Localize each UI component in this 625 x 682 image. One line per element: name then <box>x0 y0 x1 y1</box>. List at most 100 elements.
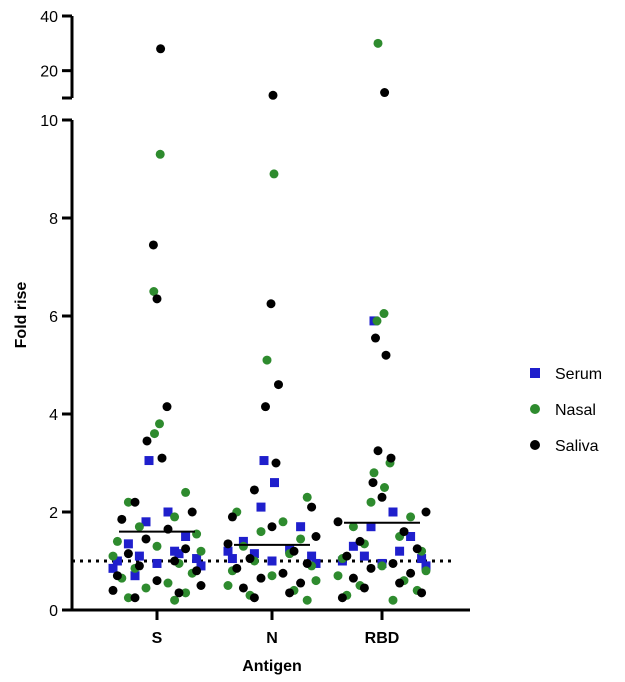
y-tick-label: 4 <box>49 407 58 424</box>
data-point-saliva <box>232 563 242 573</box>
data-point-saliva <box>333 517 343 527</box>
data-point-saliva <box>406 568 416 578</box>
x-tick-label: S <box>152 630 163 647</box>
data-point-nasal <box>333 571 343 581</box>
data-point-saliva <box>152 294 162 304</box>
data-point-serum <box>238 536 248 546</box>
legend-marker-serum <box>530 368 540 378</box>
data-point-saliva <box>249 593 259 603</box>
legend-marker-nasal <box>530 404 540 414</box>
data-point-saliva <box>366 563 376 573</box>
data-point-saliva <box>271 458 281 468</box>
data-point-saliva <box>112 571 122 581</box>
data-point-saliva <box>249 485 259 495</box>
data-point-nasal <box>372 316 382 326</box>
data-point-saliva <box>267 522 277 532</box>
data-point-serum <box>285 544 295 554</box>
data-point-nasal <box>267 571 277 581</box>
data-point-saliva <box>395 578 405 588</box>
data-point-serum <box>406 532 416 541</box>
data-point-nasal <box>170 512 180 522</box>
data-point-nasal <box>150 429 159 439</box>
data-point-saliva <box>148 240 158 250</box>
means-layer <box>119 521 420 546</box>
data-point-nasal <box>134 522 144 532</box>
data-point-nasal <box>373 38 383 48</box>
data-point-saliva <box>421 507 431 517</box>
data-point-saliva <box>368 478 378 488</box>
data-point-saliva <box>192 566 202 576</box>
data-point-saliva <box>130 593 140 603</box>
data-point-serum <box>256 502 266 512</box>
data-point-saliva <box>274 380 283 390</box>
data-point-saliva <box>227 512 237 522</box>
data-point-nasal <box>223 581 233 590</box>
data-point-nasal <box>256 527 266 537</box>
data-point-saliva <box>355 536 365 546</box>
points-layer <box>108 38 431 605</box>
data-point-saliva <box>278 568 288 578</box>
data-point-serum <box>421 561 431 571</box>
data-point-saliva <box>117 514 127 524</box>
data-point-saliva <box>256 573 266 583</box>
legend-label-serum: Serum <box>555 366 602 383</box>
data-point-saliva <box>123 549 133 559</box>
data-point-nasal <box>155 419 164 429</box>
x-tick-label: RBD <box>365 630 400 647</box>
data-point-saliva <box>196 581 206 590</box>
data-point-serum <box>359 551 369 561</box>
data-point-saliva <box>174 588 184 598</box>
data-point-nasal <box>123 593 133 603</box>
data-point-serum <box>267 556 277 566</box>
y-tick-label: 0 <box>49 603 58 620</box>
data-point-serum <box>259 456 269 466</box>
data-point-saliva <box>377 492 387 502</box>
data-point-nasal <box>311 576 321 586</box>
data-point-saliva <box>266 299 276 309</box>
data-point-saliva <box>311 532 321 541</box>
data-point-nasal <box>302 595 312 605</box>
data-point-saliva <box>162 402 172 412</box>
data-point-nasal <box>269 169 279 179</box>
y-tick-label: 40 <box>40 9 58 26</box>
data-point-nasal <box>196 546 206 556</box>
data-point-serum <box>152 558 162 568</box>
x-axis-title: Antigen <box>242 658 302 675</box>
data-point-saliva <box>261 402 270 412</box>
data-point-nasal <box>155 149 165 159</box>
data-point-saliva <box>371 333 380 343</box>
data-point-saliva <box>187 507 197 517</box>
data-point-serum <box>163 507 173 517</box>
data-point-serum <box>108 563 118 573</box>
y-tick-label: 8 <box>49 211 58 228</box>
data-point-serum <box>307 551 317 561</box>
data-point-nasal <box>163 578 173 588</box>
legend-label-saliva: Saliva <box>555 438 599 455</box>
data-point-serum <box>227 554 237 564</box>
data-point-serum <box>196 561 206 571</box>
data-point-saliva <box>337 593 347 603</box>
data-point-saliva <box>307 502 317 512</box>
data-point-nasal <box>377 561 387 571</box>
y-axis-title: Fold rise <box>13 282 30 349</box>
legend-marker-saliva <box>530 440 540 450</box>
data-point-serum <box>141 517 151 527</box>
data-point-saliva <box>141 534 151 544</box>
data-point-nasal <box>278 517 288 527</box>
data-point-saliva <box>245 554 255 564</box>
data-point-saliva <box>285 588 295 598</box>
data-point-saliva <box>412 544 422 554</box>
data-point-nasal <box>379 309 389 319</box>
axes-layer: 0 2 4 6 8 10 20 40 S N RBD <box>40 9 470 647</box>
data-point-nasal <box>181 588 191 598</box>
data-point-nasal <box>123 497 133 507</box>
data-point-saliva <box>268 90 278 100</box>
data-point-nasal <box>302 492 312 502</box>
data-point-nasal <box>296 534 306 544</box>
data-point-serum <box>174 549 184 559</box>
data-point-nasal <box>108 551 118 561</box>
data-point-saliva <box>108 585 118 595</box>
data-point-saliva <box>388 558 398 568</box>
